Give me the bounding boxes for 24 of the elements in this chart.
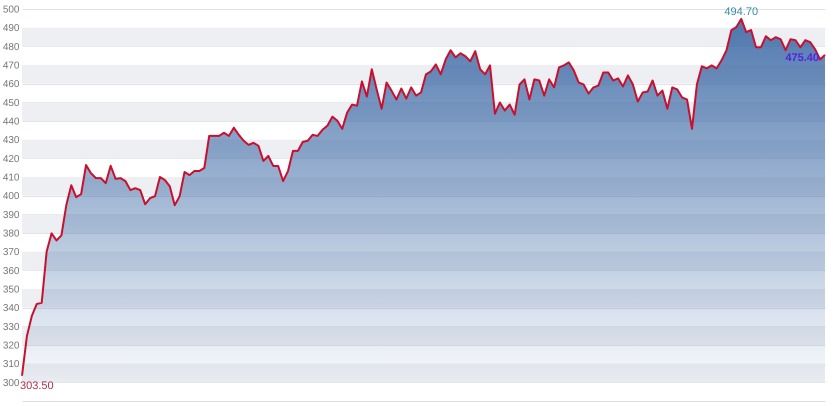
annotation: 303.50 (20, 380, 54, 392)
y-tick-label: 360 (2, 266, 20, 277)
y-tick-label: 420 (2, 154, 20, 165)
y-tick-label: 490 (2, 23, 20, 34)
annotation: 475.40 (785, 52, 819, 64)
y-tick-label: 440 (2, 116, 20, 128)
y-tick-label: 400 (2, 191, 20, 202)
y-tick-label: 310 (2, 359, 20, 370)
annotation: 494.70 (724, 6, 758, 18)
y-tick-label: 370 (2, 247, 20, 258)
y-tick-label: 480 (2, 42, 20, 53)
y-tick-label: 340 (2, 303, 20, 314)
y-tick-label: 390 (2, 210, 20, 221)
y-tick-label: 430 (2, 135, 20, 146)
y-tick-label: 350 (2, 284, 20, 296)
y-tick-label: 410 (2, 172, 20, 184)
y-tick-label: 500 (2, 4, 20, 16)
y-tick-label: 460 (2, 79, 20, 90)
y-tick-label: 380 (2, 228, 20, 240)
y-tick-label: 470 (2, 60, 20, 72)
y-tick-label: 330 (2, 322, 20, 333)
y-tick-label: 320 (2, 340, 20, 352)
y-tick-label: 450 (2, 98, 20, 109)
y-tick-label: 300 (2, 378, 20, 389)
